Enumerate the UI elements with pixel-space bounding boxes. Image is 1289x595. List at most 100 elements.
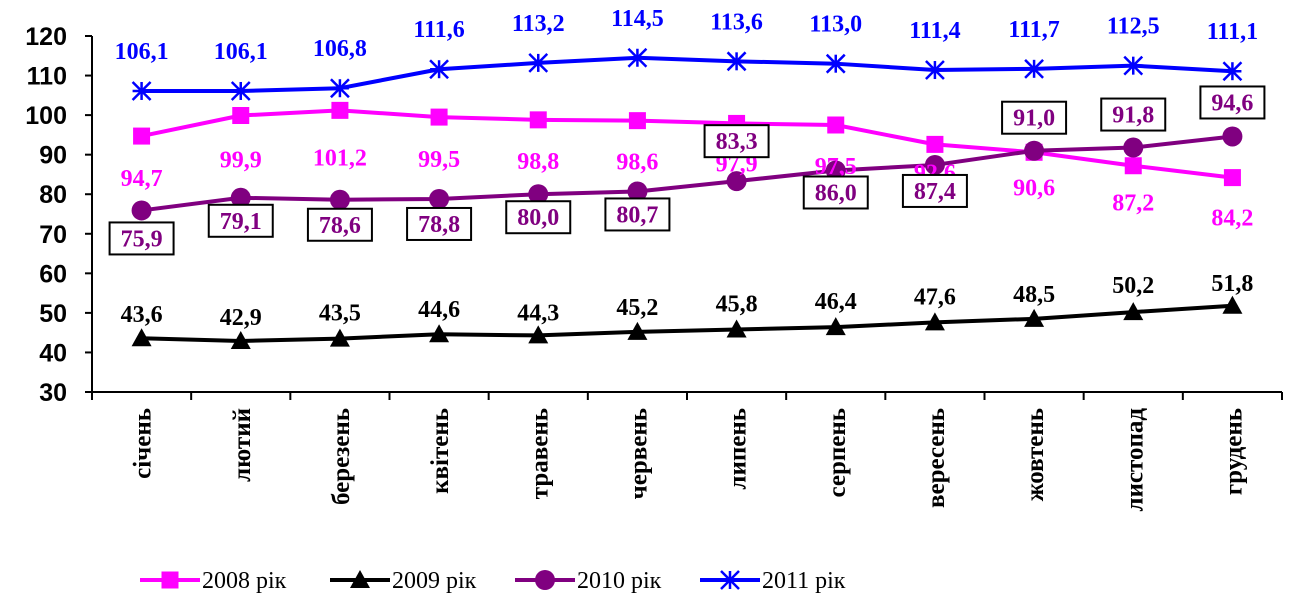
data-point bbox=[925, 60, 945, 80]
data-label-box bbox=[1001, 100, 1068, 135]
data-point bbox=[627, 47, 648, 68]
data-label: 45,2 bbox=[616, 295, 658, 321]
y-tick-label: 80 bbox=[39, 181, 67, 209]
data-label: 101,2 bbox=[313, 145, 367, 171]
data-label: 80,0 bbox=[517, 205, 559, 231]
data-point bbox=[1123, 55, 1144, 76]
data-label: 86,0 bbox=[815, 180, 857, 206]
data-point bbox=[331, 101, 349, 119]
data-point bbox=[1222, 126, 1243, 147]
data-point bbox=[627, 321, 648, 340]
data-label: 106,1 bbox=[115, 39, 169, 65]
data-label: 94,6 bbox=[1211, 90, 1253, 116]
y-tick-label: 110 bbox=[27, 63, 67, 91]
data-label-box bbox=[1100, 97, 1167, 132]
axes: 30 40 50 60 70 80 90 100 110 120 січень лютий березе… bbox=[25, 23, 1283, 512]
data-label-box bbox=[406, 206, 473, 241]
legend-marker bbox=[720, 570, 740, 590]
data-point bbox=[827, 116, 845, 134]
data-point bbox=[230, 330, 251, 349]
data-point bbox=[924, 312, 945, 331]
data-point bbox=[429, 324, 450, 343]
data-label: 113,6 bbox=[710, 9, 763, 35]
data-label-box bbox=[1199, 85, 1266, 120]
y-tick-label: 50 bbox=[39, 300, 67, 328]
data-labels: 94,799,9 101,2 99,5 98,8 98,6 97,9 97,5 92,690,… bbox=[108, 6, 1266, 331]
data-label: 45,8 bbox=[716, 292, 758, 318]
y-tick-label: 120 bbox=[25, 23, 67, 51]
series-line bbox=[141, 134, 1233, 213]
data-label: 78,8 bbox=[418, 212, 460, 238]
data-label: 42,9 bbox=[220, 305, 262, 331]
data-point bbox=[627, 181, 648, 202]
data-point bbox=[1123, 302, 1144, 321]
data-label: 99,5 bbox=[418, 147, 460, 173]
data-label: 80,7 bbox=[616, 202, 658, 228]
series-line bbox=[141, 303, 1233, 343]
data-point bbox=[1024, 140, 1045, 161]
data-point bbox=[825, 53, 846, 74]
data-point bbox=[528, 53, 549, 73]
legend-label: 2010 рік bbox=[577, 568, 662, 594]
data-label: 43,5 bbox=[319, 301, 361, 327]
legend-label: 2011 рік bbox=[762, 568, 846, 594]
data-label-box bbox=[604, 197, 671, 232]
x-tick-label: серпень bbox=[824, 408, 851, 498]
data-point bbox=[1024, 308, 1045, 327]
data-label-box bbox=[802, 175, 869, 210]
data-point bbox=[232, 107, 250, 125]
legend-item-2: 2010 рік bbox=[515, 568, 662, 594]
data-label: 50,2 bbox=[1112, 273, 1154, 299]
data-point bbox=[330, 78, 350, 99]
series-lines bbox=[131, 47, 1243, 349]
y-tick-label: 30 bbox=[39, 379, 67, 407]
data-label: 83,3 bbox=[716, 129, 758, 155]
x-tick-label: квітень bbox=[427, 408, 454, 494]
legend-marker bbox=[535, 570, 555, 590]
legend-item-1: 2009 рік bbox=[330, 568, 477, 594]
data-point bbox=[1222, 61, 1243, 82]
data-point bbox=[131, 328, 152, 347]
series-1 bbox=[131, 295, 1243, 349]
series-3 bbox=[131, 47, 1243, 101]
data-point bbox=[131, 81, 152, 101]
x-tick-label: грудень bbox=[1220, 408, 1247, 495]
data-label: 44,6 bbox=[418, 297, 460, 323]
x-tick-label: липень bbox=[725, 408, 752, 490]
data-point bbox=[926, 135, 944, 153]
y-tick-label: 70 bbox=[39, 221, 67, 249]
x-tick-label: жовтень bbox=[1022, 408, 1049, 501]
data-label: 98,8 bbox=[517, 149, 559, 175]
data-label: 90,6 bbox=[1013, 175, 1055, 201]
legend-marker bbox=[350, 570, 370, 588]
data-point bbox=[133, 127, 151, 145]
y-tick-label: 40 bbox=[39, 339, 67, 367]
data-label: 44,3 bbox=[517, 300, 559, 326]
data-label-box bbox=[901, 173, 968, 208]
data-point bbox=[726, 319, 747, 338]
data-point bbox=[726, 51, 747, 72]
data-point bbox=[529, 111, 547, 129]
data-point bbox=[1123, 137, 1144, 158]
data-label-box bbox=[505, 200, 572, 235]
x-tick-label: січень bbox=[130, 408, 157, 479]
series-line bbox=[141, 55, 1233, 93]
data-label: 106,8 bbox=[313, 36, 367, 62]
data-label: 106,1 bbox=[214, 39, 268, 65]
data-point bbox=[329, 328, 350, 347]
data-label: 111,1 bbox=[1207, 19, 1258, 45]
data-label: 46,4 bbox=[815, 289, 857, 315]
legend-label: 2009 рік bbox=[392, 568, 477, 594]
data-label: 91,0 bbox=[1013, 106, 1055, 132]
legend-label: 2008 рік bbox=[202, 568, 287, 594]
data-label: 114,5 bbox=[611, 6, 664, 32]
legend-item-0: 2008 рік bbox=[140, 568, 287, 594]
data-point bbox=[230, 81, 251, 101]
data-point bbox=[429, 59, 449, 80]
data-point bbox=[528, 184, 549, 205]
data-label: 87,4 bbox=[914, 179, 956, 205]
x-tick-label: березень bbox=[328, 408, 355, 505]
data-point bbox=[131, 200, 152, 221]
data-label: 113,0 bbox=[809, 12, 862, 38]
